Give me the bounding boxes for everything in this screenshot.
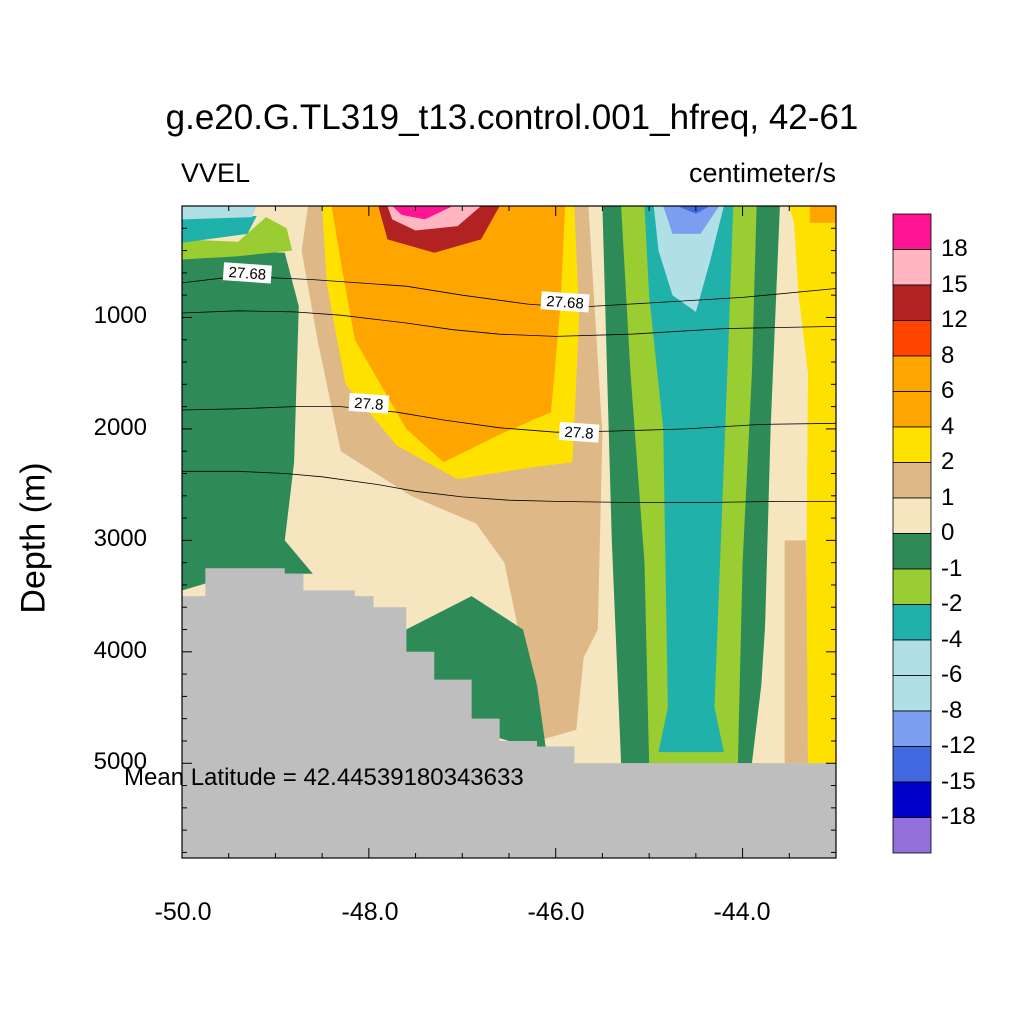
colorbar-label: 18 [941,235,968,262]
colorbar-swatch [892,249,932,286]
field-region [182,250,313,591]
colorbar-swatch [892,710,932,747]
contour-label: 27.68 [228,264,267,284]
colorbar-swatch [892,391,932,428]
colorbar-label: -15 [941,768,976,795]
colorbar-swatch [892,213,932,250]
land-mask [182,568,836,858]
colorbar-label: 4 [941,413,955,440]
contour-label-box [348,392,390,414]
field-region [663,206,720,234]
variable-name: VVEL [181,158,251,188]
y-tick-label: 1000 [93,302,147,329]
colorbar-swatch [892,817,932,854]
colorbar-swatch [892,320,932,357]
colorbar-swatch [892,533,932,570]
colorbar-swatch [892,675,932,712]
chart-title: g.e20.G.TL319_t13.control.001_hfreq, 42-… [165,98,859,137]
colorbar-swatch [892,284,932,321]
contour-label-box [540,291,590,313]
colorbar-label: -18 [941,803,976,830]
field-region [182,217,293,260]
y-axis-label: Depth (m) [14,462,53,614]
colorbar-label: 8 [941,342,955,369]
field-region [653,206,724,312]
colorbar-label: -12 [941,732,976,759]
field-region [751,451,785,764]
field-region [784,540,808,764]
y-tick-label: 4000 [93,637,147,664]
field-region [182,206,257,220]
colorbar-swatch [892,639,932,676]
colorbar-label: 12 [941,306,968,333]
density-contour [181,310,837,337]
colorbar-label: -4 [941,626,963,653]
contour-label: 27.68 [546,293,585,313]
contour-label: 27.8 [564,424,594,443]
y-tick-label: 5000 [93,748,147,775]
colorbar-swatch [892,355,932,392]
mean-latitude-annotation: Mean Latitude = 42.44539180343633 [124,764,524,791]
field-region [809,206,836,223]
colorbar-swatch [892,781,932,818]
units-label: centimeter/s [688,158,836,188]
colorbar-swatch [892,746,932,783]
colorbar-swatch [892,604,932,641]
x-tick-label: -44.0 [713,898,771,926]
contour-label-box [558,421,600,443]
colorbar-label: 2 [941,448,955,475]
colorbar-swatch [892,568,932,605]
colorbar-swatch [892,497,932,534]
colorbar-swatch [892,462,932,499]
colorbar-label: 1 [941,484,955,511]
x-tick-label: -50.0 [154,898,212,926]
y-tick-label: 2000 [93,414,147,441]
field-region [677,206,710,214]
colorbar-swatch [892,426,932,463]
field-region [392,206,453,220]
colorbar-label: 15 [941,271,968,298]
x-tick-label: -48.0 [341,898,399,926]
colorbar-label: -6 [941,661,963,688]
colorbar-label: 0 [941,519,955,546]
colorbar-label: -8 [941,697,963,724]
field-region [644,206,734,753]
contour-label: 27.8 [354,395,384,414]
y-tick-label: 3000 [93,525,147,552]
x-tick-label: -46.0 [527,898,585,926]
density-contour [181,275,837,308]
colorbar-label: 6 [941,377,955,404]
colorbar-label: -1 [941,555,963,582]
density-contour [182,470,836,503]
density-contour [181,406,837,433]
field-region [182,216,257,243]
contour-label-box [222,262,272,284]
field-region [406,596,547,753]
colorbar-label: -2 [941,590,963,617]
field-region [789,206,836,764]
